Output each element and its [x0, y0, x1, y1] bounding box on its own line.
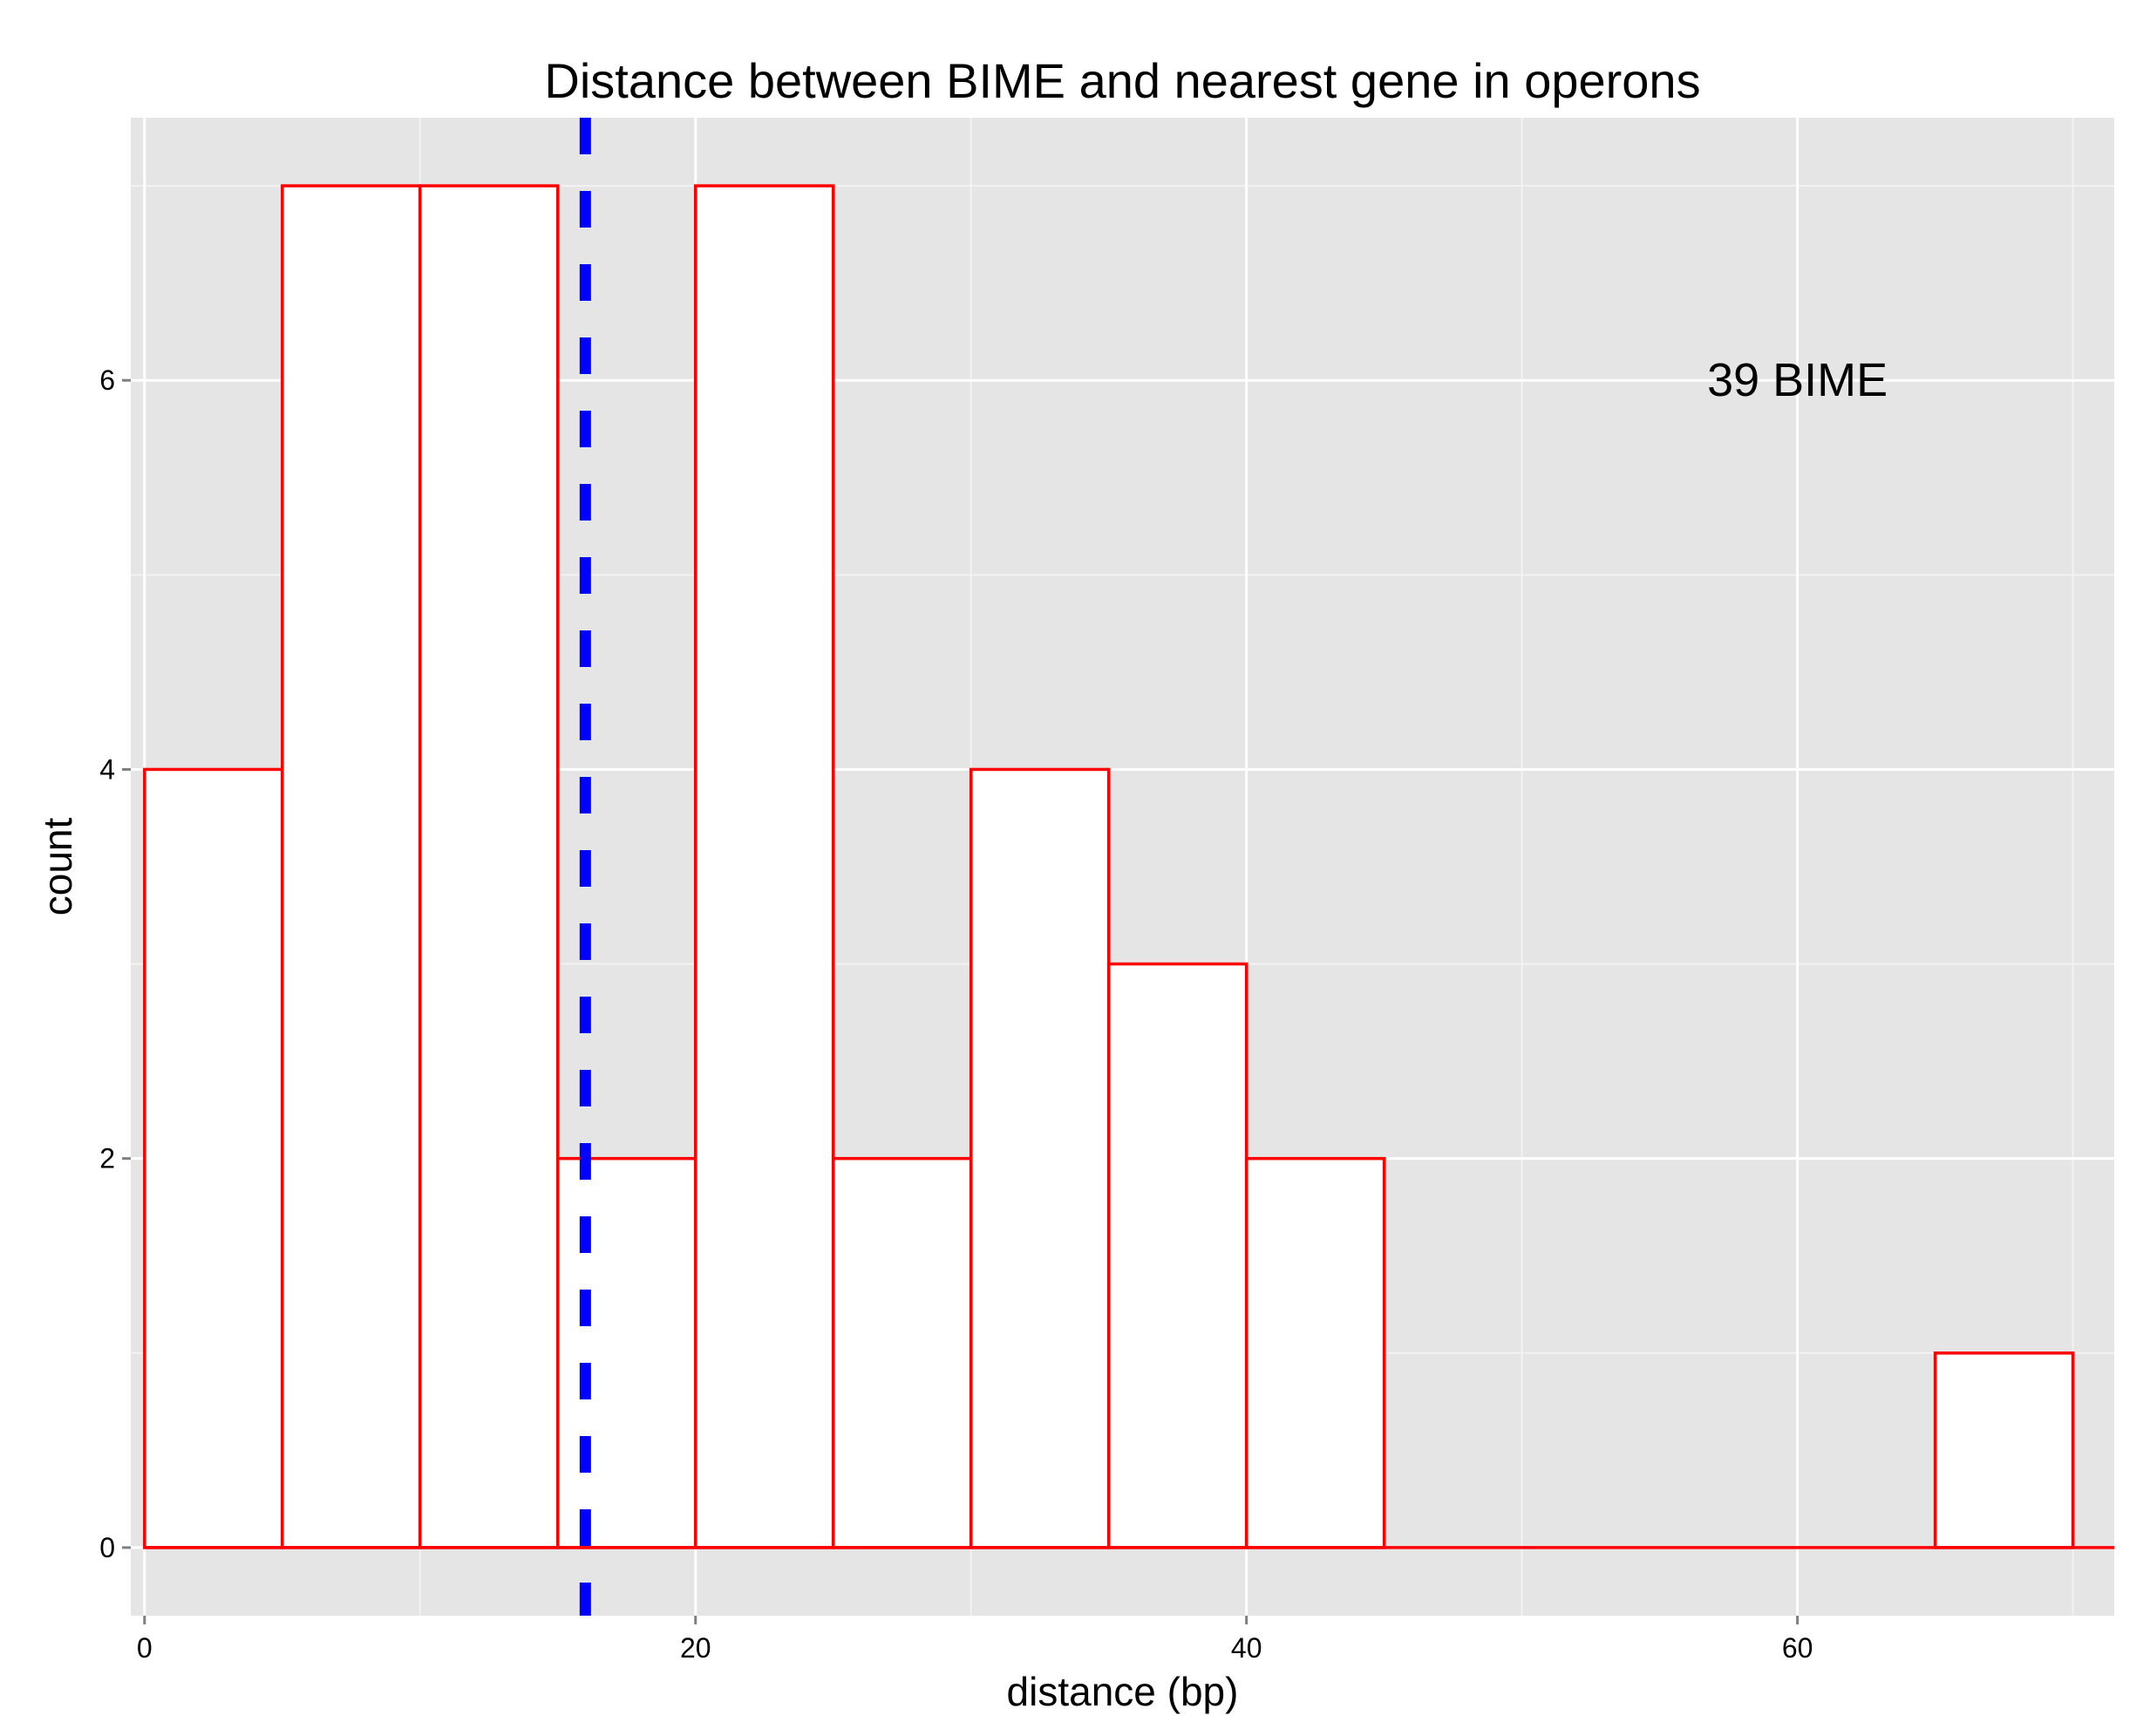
- x-axis: 0 20 40 60: [137, 1616, 1813, 1664]
- histogram-bar: [1106, 962, 1248, 1549]
- histogram-bar: [1933, 1351, 2075, 1549]
- y-tick-label: 4: [99, 753, 115, 785]
- histogram-bar: [556, 1156, 697, 1549]
- y-tick-label: 2: [99, 1143, 115, 1174]
- histogram-bar: [1244, 1156, 1386, 1549]
- count-annotation: 39 BIME: [1707, 354, 1888, 406]
- histogram-bars: [143, 184, 2075, 1549]
- y-axis-label: count: [35, 818, 80, 916]
- y-axis: 0 2 4 6: [99, 364, 131, 1563]
- y-tick-label: 0: [99, 1532, 115, 1563]
- x-tick-label: 60: [1782, 1632, 1813, 1664]
- histogram-bar: [143, 767, 284, 1549]
- histogram-bar: [969, 767, 1111, 1549]
- x-tick-label: 20: [680, 1632, 711, 1664]
- histogram-bar: [693, 184, 835, 1549]
- histogram-bar: [831, 1156, 973, 1549]
- x-tick-label: 40: [1231, 1632, 1262, 1664]
- x-tick-label: 0: [137, 1632, 153, 1664]
- histogram-bar: [281, 184, 422, 1549]
- histogram-bar: [418, 184, 560, 1549]
- y-tick-label: 6: [99, 364, 115, 396]
- x-axis-label: distance (bp): [1007, 1669, 1239, 1714]
- chart-title: Distance between BIME and nearest gene i…: [544, 53, 1700, 108]
